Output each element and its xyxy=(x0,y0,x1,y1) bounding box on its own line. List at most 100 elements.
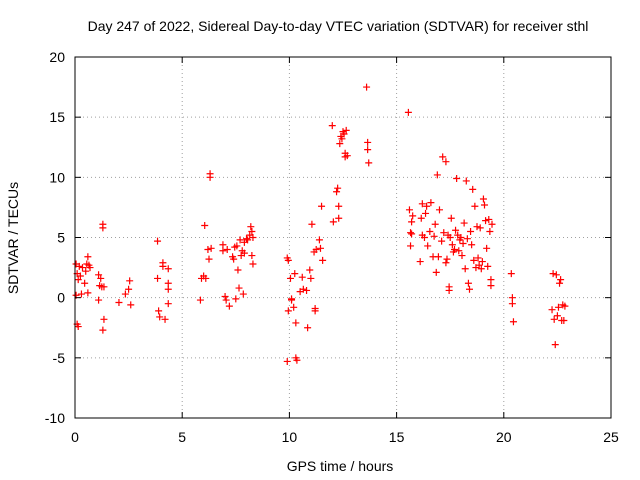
data-point xyxy=(74,276,82,284)
axis-ticks: 0 5 10 15 20 25 -10 -5 0 5 10 15 20 xyxy=(45,49,619,445)
data-point xyxy=(452,226,460,234)
data-point xyxy=(461,265,469,273)
data-point xyxy=(164,265,172,273)
data-point xyxy=(336,140,344,148)
data-point xyxy=(155,307,163,315)
data-point xyxy=(447,214,455,222)
data-point xyxy=(293,356,301,364)
data-point xyxy=(100,283,108,291)
data-point xyxy=(230,255,238,263)
data-point xyxy=(487,282,495,290)
data-point xyxy=(450,246,458,254)
y-tick-label: 10 xyxy=(49,169,65,185)
x-tick-label: 20 xyxy=(496,429,512,445)
data-point xyxy=(442,158,450,166)
data-point xyxy=(291,270,299,278)
data-point xyxy=(432,268,440,276)
data-point xyxy=(290,303,298,311)
data-point xyxy=(550,315,558,323)
data-point xyxy=(298,273,306,281)
data-point xyxy=(74,323,82,331)
data-point xyxy=(249,260,257,268)
data-point xyxy=(342,126,350,134)
x-tick-label: 5 xyxy=(178,429,186,445)
data-point xyxy=(426,227,434,235)
data-point xyxy=(458,252,466,260)
x-tick-label: 15 xyxy=(389,429,405,445)
data-point xyxy=(407,229,415,237)
data-point xyxy=(457,234,465,241)
data-point xyxy=(477,265,485,273)
data-point xyxy=(434,253,442,261)
data-point xyxy=(156,313,164,321)
data-point xyxy=(286,274,294,282)
data-point xyxy=(205,255,213,263)
data-point xyxy=(292,319,300,327)
data-point xyxy=(455,247,463,255)
data-point xyxy=(154,274,162,282)
data-point xyxy=(424,242,432,250)
data-point xyxy=(445,286,453,294)
data-point xyxy=(465,285,473,293)
data-point xyxy=(460,219,468,227)
data-point xyxy=(468,241,476,249)
grid-lines xyxy=(75,57,611,418)
data-point xyxy=(319,256,327,264)
data-point xyxy=(315,236,323,244)
data-point xyxy=(233,242,241,250)
data-point xyxy=(236,236,244,244)
chart-title: Day 247 of 2022, Sidereal Day-to-day VTE… xyxy=(88,18,589,34)
data-point xyxy=(311,307,319,315)
data-point xyxy=(248,252,256,260)
data-point xyxy=(561,302,569,310)
data-point xyxy=(219,247,227,255)
data-point xyxy=(201,221,209,229)
data-point xyxy=(443,255,451,263)
data-point xyxy=(423,202,431,210)
data-point xyxy=(81,279,89,287)
y-tick-label: 0 xyxy=(57,290,65,306)
data-point xyxy=(244,236,252,244)
data-point xyxy=(364,146,372,154)
data-point xyxy=(554,303,562,311)
data-point xyxy=(467,227,475,235)
data-point xyxy=(335,202,343,210)
data-point xyxy=(76,272,84,280)
data-point xyxy=(284,256,292,264)
y-tick-label: 20 xyxy=(49,49,65,65)
x-tick-label: 0 xyxy=(71,429,79,445)
data-point xyxy=(482,217,490,225)
data-point xyxy=(100,315,108,323)
data-point xyxy=(446,234,454,241)
data-point xyxy=(202,274,210,282)
data-point xyxy=(431,220,439,228)
data-point xyxy=(95,296,103,304)
data-point xyxy=(307,274,315,282)
data-point xyxy=(448,241,456,249)
data-point xyxy=(288,296,296,304)
data-point xyxy=(328,122,336,130)
data-point xyxy=(343,152,351,160)
data-point xyxy=(312,246,320,254)
data-point xyxy=(86,264,94,272)
data-point xyxy=(479,195,487,203)
data-point xyxy=(475,261,483,269)
data-point xyxy=(329,218,337,226)
data-point xyxy=(221,292,229,300)
data-point xyxy=(240,249,248,257)
data-point xyxy=(335,214,343,222)
data-point xyxy=(340,130,348,138)
data-point xyxy=(471,202,479,210)
data-point xyxy=(442,259,450,267)
data-point xyxy=(560,317,568,325)
data-point xyxy=(409,212,417,220)
data-point xyxy=(235,284,243,292)
data-point xyxy=(77,290,85,298)
data-point xyxy=(553,312,561,320)
data-point xyxy=(126,277,134,285)
data-point xyxy=(154,237,162,245)
y-tick-label: 5 xyxy=(57,230,65,246)
data-point xyxy=(82,267,90,275)
data-point xyxy=(306,266,314,274)
